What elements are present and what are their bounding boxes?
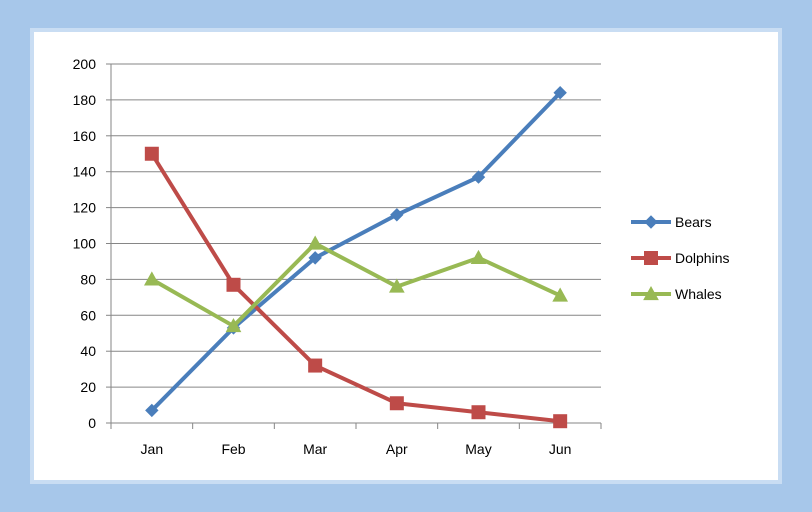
- data-point-bears: [553, 86, 567, 100]
- y-tick-label: 140: [73, 164, 97, 180]
- data-point-whales: [307, 235, 324, 250]
- data-point-whales: [388, 278, 405, 293]
- data-point-bears: [390, 208, 404, 222]
- data-point-whales: [225, 318, 242, 333]
- x-tick-label: May: [465, 441, 491, 457]
- x-tick-label: Jun: [549, 441, 572, 457]
- y-tick-label: 20: [80, 379, 96, 395]
- series-line-whales: [149, 241, 563, 329]
- data-point-whales: [470, 249, 487, 264]
- y-tick-label: 80: [80, 271, 96, 287]
- y-tick-label: 120: [73, 200, 97, 216]
- y-tick-label: 200: [73, 56, 97, 72]
- x-tick-label: Apr: [386, 441, 408, 457]
- data-point-bears: [308, 251, 322, 265]
- legend-marker-whales: [643, 285, 659, 301]
- data-point-whales: [552, 287, 569, 302]
- legend-label-whales: Whales: [675, 286, 722, 302]
- data-point-dolphins: [553, 414, 568, 429]
- x-tick-label: Mar: [303, 441, 327, 457]
- y-tick-label: 40: [80, 343, 96, 359]
- data-point-dolphins: [144, 146, 159, 161]
- series-line-bears: [149, 90, 563, 413]
- data-point-dolphins: [471, 405, 486, 420]
- x-tick-label: Feb: [221, 441, 245, 457]
- legend-marker-bears: [644, 215, 658, 229]
- y-tick-label: 0: [88, 415, 96, 431]
- y-tick-label: 160: [73, 128, 97, 144]
- x-tick-label: Jan: [141, 441, 164, 457]
- data-point-bears: [471, 170, 486, 184]
- data-point-dolphins: [308, 358, 323, 373]
- legend-label-bears: Bears: [675, 214, 712, 230]
- data-point-dolphins: [389, 396, 404, 411]
- data-point-dolphins: [226, 277, 241, 292]
- legend-label-dolphins: Dolphins: [675, 250, 729, 266]
- data-point-bears: [145, 403, 159, 418]
- legend-marker-dolphins: [644, 251, 658, 265]
- series-line-dolphins: [149, 151, 563, 424]
- y-tick-label: 100: [73, 236, 97, 252]
- y-tick-label: 180: [73, 92, 97, 108]
- y-tick-label: 60: [80, 307, 96, 323]
- data-point-whales: [143, 271, 160, 286]
